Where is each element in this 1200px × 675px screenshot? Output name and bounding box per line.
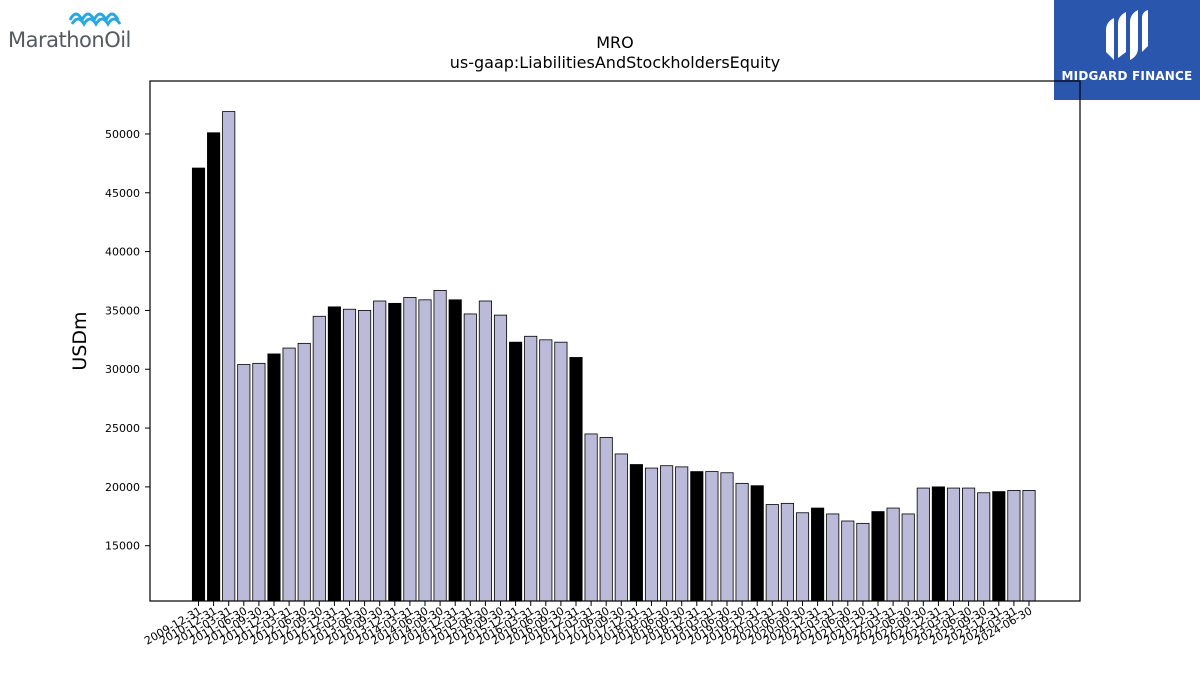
bar-2011-03-31 xyxy=(222,111,236,602)
bar-2018-03-31 xyxy=(644,467,659,602)
bar-2021-06-30 xyxy=(841,520,855,602)
midgard-finance-logo: MIDGARD FINANCE xyxy=(1054,0,1200,100)
marathon-oil-emblem-icon xyxy=(68,12,122,27)
bar-2014-03-31 xyxy=(403,297,417,602)
y-axis-label: USDm xyxy=(69,311,91,370)
bar-2022-12-31 xyxy=(931,486,945,602)
bar-2018-12-31 xyxy=(690,471,704,602)
bar-2017-09-30 xyxy=(614,453,628,602)
bar-2012-12-31 xyxy=(327,306,341,602)
y-tick-label: 30000 xyxy=(105,363,140,376)
bar-2018-06-30 xyxy=(660,465,674,602)
y-tick-label: 40000 xyxy=(105,246,140,259)
bar-2017-03-31 xyxy=(584,433,598,602)
bar-2011-12-31 xyxy=(267,353,281,602)
chart-subtitle: us-gaap:LiabilitiesAndStockholdersEquity xyxy=(450,53,781,72)
bar-2013-12-31 xyxy=(388,302,402,602)
bar-2015-03-31 xyxy=(463,313,477,602)
bar-2015-06-30 xyxy=(478,300,492,602)
bar-2022-03-31 xyxy=(886,507,900,602)
bar-2023-06-30 xyxy=(962,487,976,602)
bar-2019-03-31 xyxy=(705,471,719,602)
y-tick-label: 35000 xyxy=(105,304,140,317)
bars-group xyxy=(191,111,1036,602)
bar-2013-03-31 xyxy=(342,308,357,602)
bar-2022-09-30 xyxy=(916,487,930,602)
bar-2023-03-31 xyxy=(946,487,961,602)
bar-2012-09-30 xyxy=(312,315,326,602)
bar-2019-06-30 xyxy=(720,472,734,602)
bar-2015-09-30 xyxy=(493,314,508,602)
y-ticks-group: 15000 20000 25000 30000 35000 40000 45000 50000 xyxy=(105,128,150,553)
bar-2023-12-31 xyxy=(992,491,1006,602)
bar-2012-03-31 xyxy=(282,347,296,602)
bar-2022-06-30 xyxy=(901,513,915,602)
marathon-oil-wordmark: MarathonOil xyxy=(8,28,131,52)
midgard-finance-wordmark: MIDGARD FINANCE xyxy=(1061,69,1193,83)
marathon-oil-logo: MarathonOil xyxy=(6,6,156,52)
bar-2013-06-30 xyxy=(358,310,372,602)
bar-2023-09-30 xyxy=(977,492,991,602)
y-tick-label: 15000 xyxy=(105,540,140,553)
bar-2011-06-30 xyxy=(237,364,251,602)
bar-2012-06-30 xyxy=(297,342,311,602)
midgard-finance-emblem-icon xyxy=(1106,10,1148,60)
bar-2013-09-30 xyxy=(373,300,387,602)
x-ticks-group: 2009-12-312010-12-312011-03-312011-06-30… xyxy=(142,601,1035,648)
y-tick-label: 50000 xyxy=(105,128,140,141)
bar-2011-09-30 xyxy=(252,362,266,602)
bar-2010-12-31 xyxy=(207,132,221,602)
bar-2016-03-31 xyxy=(524,335,538,602)
y-tick-label: 25000 xyxy=(105,422,140,435)
y-tick-label: 45000 xyxy=(105,187,140,200)
chart-title: MRO xyxy=(596,33,634,52)
y-tick-label: 20000 xyxy=(105,481,140,494)
bar-2009-12-31 xyxy=(191,167,206,602)
bar-2021-12-31 xyxy=(871,511,885,602)
bar-2020-12-31 xyxy=(811,507,825,602)
bar-2014-12-31 xyxy=(448,299,462,602)
bar-2020-03-31 xyxy=(765,504,779,602)
bar-2019-12-31 xyxy=(750,485,764,602)
bar-2015-12-31 xyxy=(509,341,523,602)
bar-2014-06-30 xyxy=(418,299,432,602)
bar-2017-12-31 xyxy=(629,464,643,602)
bar-2014-09-30 xyxy=(433,290,447,602)
bar-2024-06-30 xyxy=(1022,490,1036,602)
bar-2018-09-30 xyxy=(675,466,689,602)
bar-2016-12-31 xyxy=(569,357,583,602)
bar-2021-03-31 xyxy=(826,513,840,602)
bar-2020-06-30 xyxy=(780,502,794,602)
plot-frame xyxy=(149,80,1081,602)
bar-2020-09-30 xyxy=(795,512,810,602)
bar-2021-09-30 xyxy=(856,522,870,602)
bar-2019-09-30 xyxy=(735,482,749,602)
bar-2024-03-31 xyxy=(1007,490,1021,602)
bar-2017-06-30 xyxy=(599,437,613,602)
bar-2016-06-30 xyxy=(539,339,553,602)
bar-2016-09-30 xyxy=(554,341,568,602)
